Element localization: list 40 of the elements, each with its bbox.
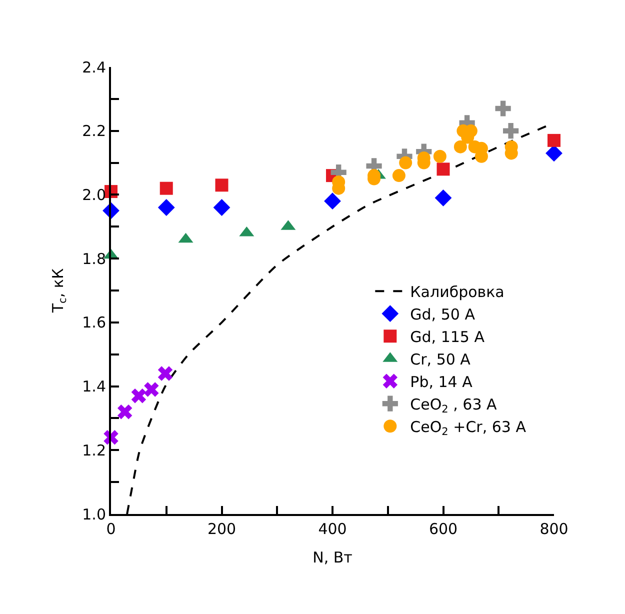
point [454,140,467,154]
point [548,134,560,147]
point [117,404,132,420]
x-axis-title: N, Вт [312,548,353,566]
legend-label: Pb, 14 A [410,372,474,391]
point [503,123,519,139]
text: 1.0 [82,505,106,524]
point [436,162,450,176]
legend-label: Cr, 50 A [410,350,472,368]
y-tick-label: 1.8 [82,250,106,268]
text: 2.0 [82,186,106,204]
legend-label: CeO$_{2}$ +Cr, 63 A [410,418,527,438]
point [215,178,228,192]
legend-label: CeO$_{2}$ , 63 A [410,395,498,416]
point [434,189,452,206]
y-tick-label: 1.4 [82,378,106,396]
y-tick-label: 2.4 [82,58,106,76]
point [131,388,146,404]
x-tick-label: 0 [106,520,116,538]
point [160,182,173,195]
legend-label: Калибровка [410,282,504,301]
y-tick-label: 1.6 [82,314,106,332]
x-tick-label: 400 [318,520,347,538]
point [392,169,406,182]
x-tick-label: 800 [540,520,568,538]
y-tick-label: 1.2 [82,441,106,460]
y-tick-label: 2.2 [82,122,106,140]
point [158,199,175,216]
point [399,156,412,170]
legend-label: Gd, 115 A [410,328,486,346]
point [433,150,446,163]
point [213,199,230,216]
point [144,382,159,397]
legend-label: Gd, 50 A [410,305,476,324]
point [546,144,562,162]
point [324,192,341,210]
point [158,366,173,381]
x-tick-label: 600 [428,520,458,538]
x-tick-label: 200 [207,520,236,538]
point [495,100,511,116]
